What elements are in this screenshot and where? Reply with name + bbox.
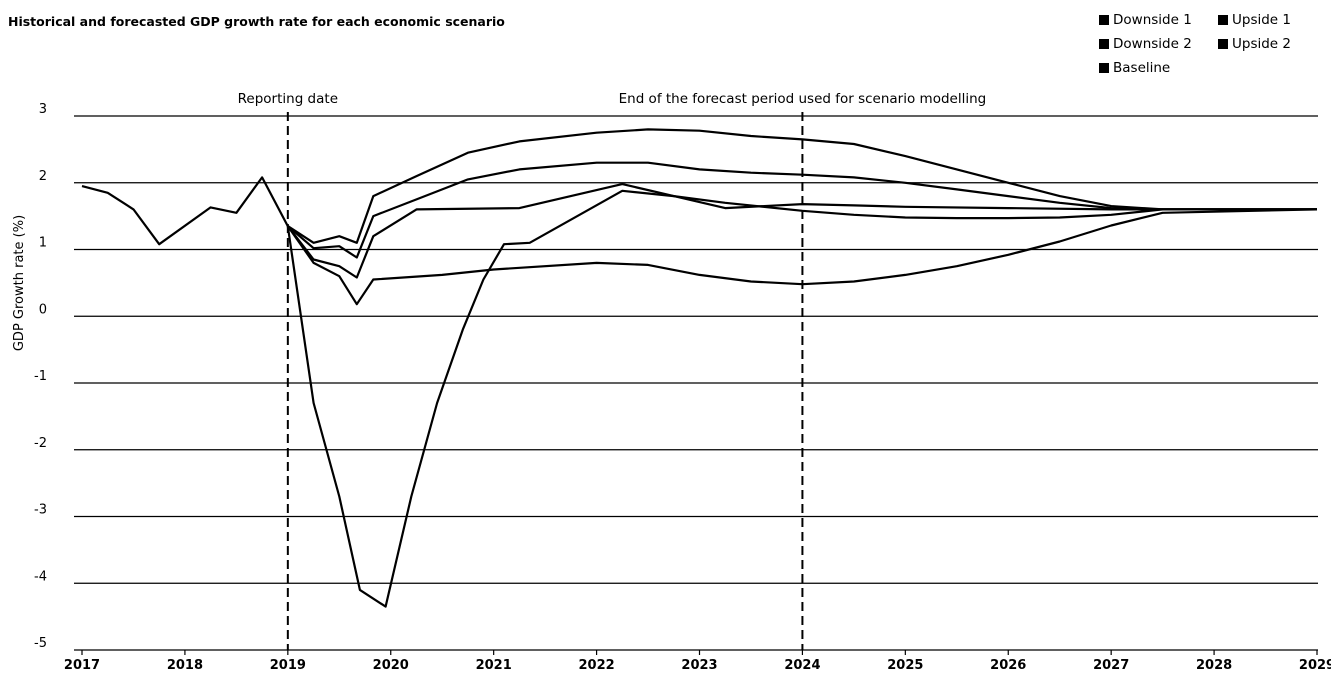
y-tick-label: 2 xyxy=(39,169,47,184)
legend-swatch-icon xyxy=(1218,15,1228,25)
y-tick-label: -5 xyxy=(34,636,47,651)
x-tick-label: 2018 xyxy=(167,658,203,673)
legend-item-downside-2: Downside 2 xyxy=(1099,36,1192,52)
legend-label: Downside 1 xyxy=(1113,12,1192,28)
legend-item-upside-1: Upside 1 xyxy=(1218,12,1291,28)
y-tick-label: -1 xyxy=(34,369,47,384)
legend-item-baseline: Baseline xyxy=(1099,60,1170,76)
y-tick-label: -2 xyxy=(34,436,47,451)
series-line-upside-2 xyxy=(287,128,1317,244)
x-tick-label: 2029 xyxy=(1299,658,1331,673)
legend-swatch-icon xyxy=(1099,15,1109,25)
x-tick-label: 2026 xyxy=(990,658,1026,673)
series-line-upside-1 xyxy=(287,161,1317,259)
y-tick-label: -4 xyxy=(34,569,47,584)
series-line-downside-1 xyxy=(286,208,1318,306)
x-tick-label: 2027 xyxy=(1093,658,1129,673)
x-tick-label: 2028 xyxy=(1196,658,1232,673)
legend-label: Downside 2 xyxy=(1113,36,1192,52)
x-tick-label: 2024 xyxy=(784,658,820,673)
x-tick-label: 2021 xyxy=(476,658,512,673)
annotation-label: End of the forecast period used for scen… xyxy=(619,91,987,107)
y-axis-label: GDP Growth rate (%) xyxy=(12,215,27,351)
y-tick-label: 1 xyxy=(39,236,47,251)
legend-label: Upside 1 xyxy=(1232,12,1291,28)
y-tick-label: -3 xyxy=(34,503,47,518)
legend-label: Upside 2 xyxy=(1232,36,1291,52)
series-line-historical xyxy=(81,176,289,246)
x-tick-label: 2023 xyxy=(681,658,717,673)
annotation-label: Reporting date xyxy=(238,91,338,107)
legend-swatch-icon xyxy=(1218,39,1228,49)
legend-item-upside-2: Upside 2 xyxy=(1218,36,1291,52)
legend-label: Baseline xyxy=(1113,60,1171,76)
series-line-downside-2 xyxy=(286,189,1317,608)
x-tick-label: 2020 xyxy=(373,658,409,673)
legend-swatch-icon xyxy=(1099,39,1109,49)
y-tick-label: 3 xyxy=(39,102,47,117)
y-tick-label: 0 xyxy=(39,302,47,317)
x-tick-label: 2019 xyxy=(270,658,306,673)
x-tick-label: 2017 xyxy=(64,658,100,673)
x-tick-label: 2025 xyxy=(887,658,923,673)
series-line-baseline xyxy=(286,183,1317,279)
legend-swatch-icon xyxy=(1099,63,1109,73)
x-tick-label: 2022 xyxy=(578,658,614,673)
chart-title: Historical and forecasted GDP growth rat… xyxy=(8,14,505,29)
legend-item-downside-1: Downside 1 xyxy=(1099,12,1192,28)
